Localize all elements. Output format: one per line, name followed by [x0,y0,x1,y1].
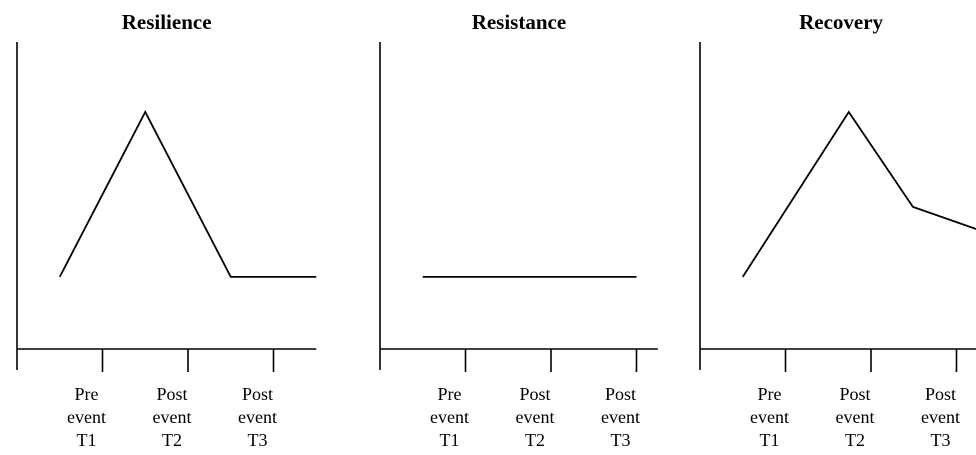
chart-title: Resistance [472,10,566,34]
x-tick-label: Pre event T1 [430,384,469,450]
x-tick-label: Pre event T1 [750,384,789,450]
x-tick-label: Post event T3 [921,384,960,450]
x-tick-label: Post event T3 [238,384,277,450]
x-tick-label: Post event T2 [152,384,192,450]
x-tick-label: Post event T2 [835,384,875,450]
chart-title: Resilience [122,10,212,34]
chart-title: Recovery [799,10,883,34]
data-line [741,110,976,278]
x-tick-label: Pre event T1 [67,384,106,450]
data-line [58,110,317,278]
x-tick-label: Post event T3 [601,384,640,450]
x-tick-label: Post event T2 [515,384,555,450]
